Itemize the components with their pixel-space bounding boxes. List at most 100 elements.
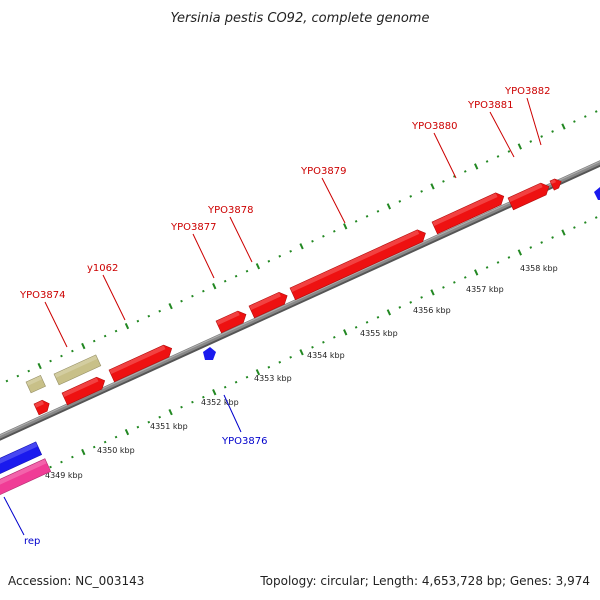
minor-tick: [60, 460, 63, 464]
scale-tick-label: 4356 kbp: [413, 306, 451, 315]
minor-tick: [267, 259, 271, 263]
gene-YPO3882: [549, 178, 562, 191]
minor-tick: [398, 306, 402, 309]
gene-YPO3874: [33, 399, 50, 416]
leader-line-rep: [3, 496, 25, 536]
minor-tick: [529, 140, 533, 143]
minor-tick: [71, 455, 74, 459]
gene-y1062-b-shine: [109, 345, 166, 375]
minor-tick: [354, 220, 358, 223]
minor-tick: [496, 261, 500, 264]
genome-summary-text: Topology: circular; Length: 4,653,728 bp…: [259, 574, 590, 588]
gene-label-YPO3874: YPO3874: [19, 290, 65, 301]
gene-features: [0, 178, 600, 496]
major-tick: [255, 263, 261, 270]
gene-label-YPO3881: YPO3881: [467, 100, 513, 111]
gene-label-rep: rep: [24, 536, 40, 547]
minor-tick: [289, 249, 292, 253]
major-tick: [386, 203, 392, 210]
minor-tick: [551, 236, 554, 239]
minor-tick: [147, 314, 151, 318]
minor-tick: [409, 301, 413, 304]
blue-feature-shine: [0, 441, 38, 466]
minor-tick: [234, 274, 238, 278]
tan-feature-large-edge: [53, 354, 102, 386]
minor-tick: [27, 369, 31, 373]
leader-line-YPO3880: [433, 132, 457, 179]
minor-tick: [16, 374, 20, 378]
scale-tick-label: 4355 kbp: [360, 329, 398, 338]
tan-feature-small-edge: [25, 374, 46, 394]
tan-feature-large: [53, 354, 102, 386]
minor-tick: [485, 266, 489, 269]
major-tick: [299, 349, 304, 356]
gene-YPO3878-edge: [248, 291, 288, 319]
minor-tick: [453, 175, 456, 178]
minor-tick: [583, 221, 587, 224]
minor-tick: [398, 200, 402, 203]
major-tick: [81, 342, 86, 350]
minor-tick: [278, 254, 282, 258]
tan-feature-small: [25, 374, 46, 394]
backbone-line: [0, 160, 600, 439]
gene-YPO3881-edge: [507, 182, 550, 211]
accession-text: Accession: NC_003143: [8, 574, 144, 588]
leader-line-YPO3877: [192, 233, 215, 279]
minor-tick: [463, 276, 467, 279]
minor-tick: [594, 110, 598, 113]
major-tick: [561, 229, 566, 236]
minor-tick: [453, 281, 456, 284]
gene-YPO3882-shine: [550, 178, 557, 185]
minor-tick: [136, 319, 140, 323]
gene-label-y1062: y1062: [87, 263, 118, 274]
gene-label-YPO3882: YPO3882: [504, 86, 550, 97]
major-tick: [124, 322, 130, 330]
gene-label-YPO3877: YPO3877: [170, 222, 216, 233]
minor-tick: [103, 334, 107, 338]
major-tick: [517, 143, 522, 150]
major-tick: [343, 329, 348, 336]
major-tick: [343, 223, 348, 230]
scale-tick-label: 4357 kbp: [466, 285, 504, 294]
major-tick: [386, 309, 392, 316]
minor-tick: [507, 256, 511, 259]
minor-tick: [420, 296, 423, 299]
gene-YPO3876-body: [203, 347, 216, 360]
minor-tick: [5, 379, 9, 383]
minor-tick: [191, 294, 194, 298]
minor-tick: [409, 195, 413, 198]
minor-tick: [365, 215, 369, 218]
gene-label-YPO3876: YPO3876: [221, 436, 267, 447]
minor-tick: [92, 445, 96, 449]
minor-tick: [322, 340, 325, 344]
blue-feature: [0, 441, 43, 475]
gene-YPO3882-edge: [549, 178, 562, 191]
major-tick: [299, 243, 304, 250]
pink-feature-edge: [0, 458, 52, 496]
edge-blue-gene-body: [594, 187, 600, 200]
leader-line-YPO3874: [44, 301, 68, 348]
major-tick: [168, 409, 173, 416]
major-tick: [168, 303, 173, 310]
gene-YPO3880-shine: [432, 192, 498, 227]
major-tick: [212, 389, 217, 396]
minor-tick: [573, 120, 576, 123]
tan-feature-large-shine: [54, 354, 98, 378]
gene-YPO3876-mark: [203, 347, 216, 360]
edge-blue-gene: [594, 187, 600, 200]
leader-line-y1062: [102, 274, 126, 321]
minor-tick: [376, 210, 380, 213]
gene-YPO3877: [215, 310, 247, 334]
gene-YPO3874-shine: [34, 400, 44, 408]
leader-line-YPO3878: [229, 216, 253, 263]
scale-tick-label: 4354 kbp: [307, 351, 345, 360]
scale-tick-label: 4351 kbp: [150, 422, 188, 431]
minor-tick: [191, 400, 194, 404]
minor-tick: [311, 239, 314, 243]
minor-tick: [136, 425, 140, 429]
scale-tick-label: 4349 kbp: [45, 471, 83, 480]
minor-tick: [245, 269, 249, 273]
minor-tick: [245, 375, 249, 379]
minor-tick: [442, 180, 445, 183]
